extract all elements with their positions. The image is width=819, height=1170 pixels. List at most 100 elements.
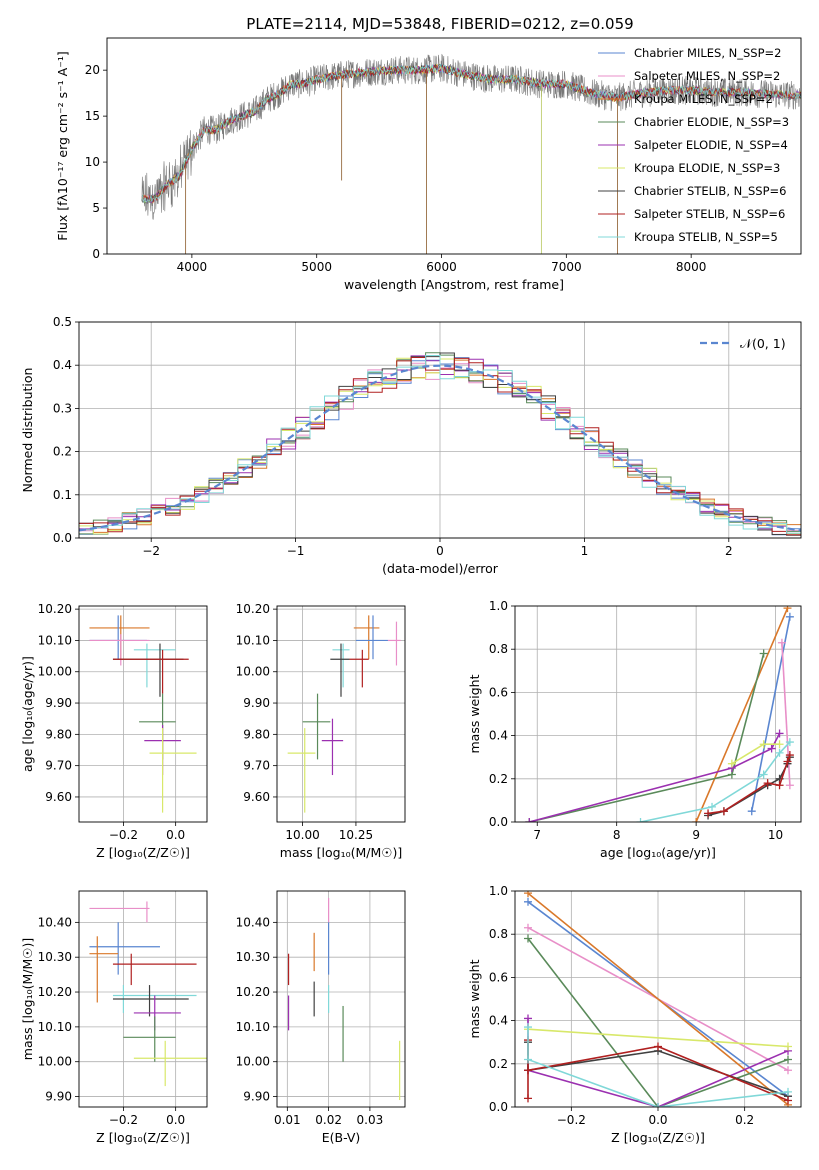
x-tick-label: −1 bbox=[287, 544, 305, 558]
y-tick-label: 10.40 bbox=[236, 915, 270, 929]
x-tick-label: 0.0 bbox=[648, 1113, 667, 1127]
y-axis-label: mass [log₁₀(M/M☉)] bbox=[20, 938, 35, 1060]
y-tick-label: 0.2 bbox=[489, 772, 508, 786]
mass-weight-marker bbox=[727, 759, 736, 768]
mass-weight-marker bbox=[524, 934, 532, 943]
grid bbox=[277, 891, 405, 1107]
mass-weight-line-4 bbox=[529, 733, 781, 822]
errorbar-point-8 bbox=[133, 1040, 207, 1087]
panel-massweight-vs-age: 7 8 9 10 0.0 0.2 0.4 0.6 0.8 1.0 age [log₁₀(age/yr… bbox=[467, 599, 802, 860]
x-tick-label: −0.2 bbox=[109, 1113, 138, 1127]
x-tick-label: 0 bbox=[436, 544, 444, 558]
mass-weight-marker bbox=[524, 1066, 532, 1075]
y-tick-label: 10.20 bbox=[38, 985, 72, 999]
errorbar-point-1 bbox=[89, 922, 160, 975]
x-tick-label: 0.01 bbox=[274, 1113, 301, 1127]
x-axis-label: wavelength [Angstrom, rest frame] bbox=[344, 277, 564, 292]
axes-frame bbox=[514, 605, 802, 823]
plot-area bbox=[89, 615, 197, 813]
mass-weight-marker bbox=[759, 770, 768, 779]
legend-label: Salpeter ELODIE, N_SSP=4 bbox=[634, 138, 788, 152]
mass-weight-marker bbox=[524, 1014, 532, 1023]
x-tick-label: 0.03 bbox=[357, 1113, 384, 1127]
mass-weight-marker bbox=[767, 744, 776, 753]
mass-weight-marker bbox=[525, 818, 534, 822]
errorbar-point-2 bbox=[387, 621, 401, 666]
mass-weight-marker bbox=[775, 748, 784, 757]
mass-weight-marker bbox=[775, 729, 784, 738]
y-tick-label: 10 bbox=[85, 155, 100, 169]
panel-mass-vs-EBV: 0.01 0.02 0.03 9.90 10.00 10.10 10.20 10.30 10.4… bbox=[236, 890, 406, 1145]
y-tick-label: 1.0 bbox=[489, 884, 508, 898]
errorbar-point-3 bbox=[133, 643, 176, 688]
axes: 10.00 10.25 9.60 9.70 9.80 9.90 10.00 10.10 10.2… bbox=[236, 602, 406, 860]
mass-weight-marker bbox=[784, 1096, 792, 1105]
mass-weight-marker bbox=[524, 1055, 532, 1064]
y-tick-label: 10.20 bbox=[38, 602, 72, 616]
plot-area bbox=[89, 901, 207, 1087]
x-tick-label: 1 bbox=[581, 544, 589, 558]
x-axis-label: Z [log₁₀(Z/Z☉)] bbox=[96, 1130, 190, 1145]
y-tick-label: 9.90 bbox=[45, 696, 72, 710]
y-axis-label: mass weight bbox=[467, 959, 482, 1038]
legend-label: 𝒩(0, 1) bbox=[740, 336, 786, 351]
mass-weight-marker bbox=[784, 1066, 792, 1075]
y-tick-label: 9.70 bbox=[243, 759, 270, 773]
plot-area bbox=[525, 606, 794, 822]
x-axis-label: age [log₁₀(age/yr)] bbox=[600, 845, 716, 860]
legend-label: Salpeter STELIB, N_SSP=6 bbox=[634, 207, 785, 221]
plot-area bbox=[79, 352, 801, 536]
errorbar-point-5 bbox=[112, 649, 189, 694]
y-tick-label: 10.00 bbox=[38, 1055, 72, 1069]
x-tick-label: 6000 bbox=[426, 260, 457, 274]
errorbar-point-5 bbox=[112, 985, 189, 1017]
axes: −0.2 0.0 9.60 9.70 9.80 9.90 10.00 10.10 10.20 Z … bbox=[20, 602, 208, 860]
mass-weight-marker bbox=[704, 809, 713, 818]
y-tick-label: 9.90 bbox=[45, 1090, 72, 1104]
panel-age-vs-Z: −0.2 0.0 9.60 9.70 9.80 9.90 10.00 10.10 10.20 Z … bbox=[20, 602, 208, 860]
mass-weight-marker bbox=[524, 1023, 532, 1032]
mass-weight-marker bbox=[654, 1042, 662, 1051]
axes-frame bbox=[78, 321, 802, 539]
mass-weight-marker bbox=[692, 818, 701, 822]
axes: 4000 5000 6000 7000 8000 0 5 10 15 20 wavelength [… bbox=[55, 37, 802, 292]
errorbar-point-0 bbox=[89, 901, 150, 923]
errorbar-point-8 bbox=[149, 728, 197, 813]
y-tick-label: 10.20 bbox=[236, 602, 270, 616]
y-tick-label: 0.2 bbox=[53, 445, 72, 459]
y-axis-label: mass weight bbox=[467, 674, 482, 753]
mass-weight-marker bbox=[777, 638, 786, 647]
y-tick-label: 0.6 bbox=[489, 685, 508, 699]
x-axis-label: E(B-V) bbox=[322, 1130, 361, 1145]
errorbar-point-1 bbox=[355, 615, 388, 660]
y-tick-label: 10.10 bbox=[236, 633, 270, 647]
y-tick-label: 9.80 bbox=[45, 727, 72, 741]
mass-weight-marker bbox=[785, 751, 794, 760]
legend-label: Salpeter MILES, N_SSP=2 bbox=[634, 69, 780, 83]
y-tick-label: 10.10 bbox=[236, 1020, 270, 1034]
y-tick-label: 5 bbox=[92, 201, 100, 215]
mass-weight-marker bbox=[524, 923, 532, 932]
y-tick-label: 0.5 bbox=[53, 315, 72, 329]
mass-weight-marker bbox=[747, 807, 756, 816]
mass-weight-marker bbox=[719, 807, 728, 816]
figure-title: PLATE=2114, MJD=53848, FIBERID=0212, z=0… bbox=[246, 15, 633, 33]
y-tick-label: 0.0 bbox=[53, 531, 72, 545]
mass-weight-marker bbox=[763, 779, 772, 788]
mass-weight-line-2 bbox=[695, 607, 789, 822]
y-tick-label: 10.30 bbox=[38, 950, 72, 964]
y-tick-label: 10.30 bbox=[236, 950, 270, 964]
mass-weight-marker bbox=[783, 757, 792, 766]
y-tick-label: 1.0 bbox=[489, 599, 508, 613]
mass-weight-marker bbox=[785, 781, 794, 790]
y-tick-label: 0.0 bbox=[489, 815, 508, 829]
legend: Chabrier MILES, N_SSP=2 Salpeter MILES, N… bbox=[598, 46, 789, 244]
y-tick-label: 0.0 bbox=[489, 1100, 508, 1114]
x-tick-label: 7000 bbox=[551, 260, 582, 274]
errorbar-point-3 bbox=[112, 953, 197, 986]
errorbar-point-7 bbox=[123, 1016, 176, 1062]
x-tick-label: −0.2 bbox=[109, 828, 138, 842]
panel-age-vs-mass: 10.00 10.25 9.60 9.70 9.80 9.90 10.00 10.10 10.2… bbox=[236, 602, 406, 860]
